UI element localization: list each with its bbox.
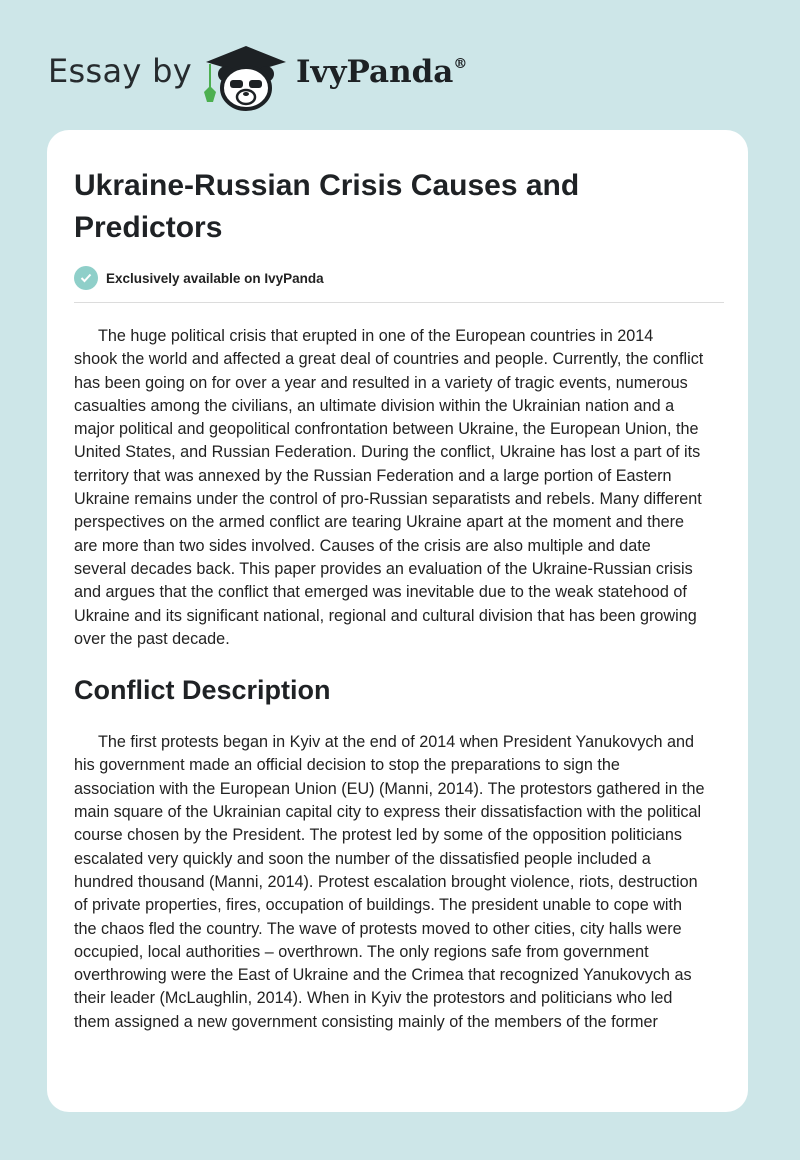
paragraph-line: has been going on for over a year and re…: [74, 373, 688, 392]
divider: [74, 302, 724, 303]
paragraph-line: the chaos fled the country. The wave of …: [74, 919, 682, 938]
badge-text: Exclusively available on IvyPanda: [106, 270, 324, 286]
paragraph-line: over the past decade.: [74, 629, 230, 648]
section-heading: Conflict Description: [74, 675, 331, 706]
check-icon: [74, 266, 98, 290]
essay-title: Ukraine-Russian Crisis Causes and Predic…: [74, 169, 580, 244]
paragraph-line: escalated very quickly and soon the numb…: [74, 849, 651, 868]
brand-name[interactable]: IvyPanda®: [296, 54, 467, 90]
panda-graduation-cap-icon[interactable]: [200, 44, 292, 112]
paragraph-line: The first protests began in Kyiv at the …: [98, 733, 695, 752]
paragraph-line: perspectives on the armed conflict are t…: [74, 513, 685, 532]
paragraph-line: association with the European Union (EU)…: [74, 779, 705, 798]
intro-paragraph: The huge political crisis that erupted i…: [74, 325, 724, 651]
paragraph-line: hundred thousand (Manni, 2014). Protest …: [74, 872, 698, 891]
exclusive-badge: Exclusively available on IvyPanda: [74, 264, 724, 292]
paragraph-line: United States, and Russian Federation. D…: [74, 443, 701, 462]
paragraph-line: several decades back. This paper provide…: [74, 559, 693, 578]
paragraph-line: Ukraine remains under the control of pro…: [74, 490, 702, 509]
paragraph-line: Ukraine and its significant national, re…: [74, 606, 697, 625]
paragraph-line: The huge political crisis that erupted i…: [98, 327, 654, 345]
paragraph-line: occupied, local authorities – overthrown…: [74, 942, 649, 961]
site-header: Essay by IvyPanda®: [0, 30, 800, 112]
paragraph-line: course chosen by the President. The prot…: [74, 826, 682, 845]
paragraph-line: his government made an official decision…: [74, 756, 620, 775]
paragraph-line: and argues that the conflict that emerge…: [74, 583, 687, 602]
conflict-paragraph: The first protests began in Kyiv at the …: [74, 731, 724, 1034]
paragraph-line: casualties among the civilians, an ultim…: [74, 396, 675, 415]
paragraph-line: major political and geopolitical confron…: [74, 420, 699, 439]
paragraph-line: them assigned a new government consistin…: [74, 1012, 658, 1031]
registered-mark: ®: [453, 56, 468, 72]
paragraph-line: of private properties, fires, occupation…: [74, 896, 682, 915]
paragraph-line: overthrowing were the East of Ukraine an…: [74, 966, 692, 985]
paragraph-line: main square of the Ukrainian capital cit…: [74, 803, 702, 822]
paragraph-line: territory that was annexed by the Russia…: [74, 466, 672, 485]
essay-card: Ukraine-Russian Crisis Causes and Predic…: [47, 130, 748, 1112]
paragraph-line: are more than two sides involved. Causes…: [74, 536, 651, 555]
paragraph-line: their leader (McLaughlin, 2014). When in…: [74, 989, 673, 1008]
paragraph-line: shook the world and affected a great dea…: [74, 350, 704, 369]
brand-text: IvyPanda: [296, 54, 454, 90]
essay-by-label: Essay by: [48, 52, 192, 90]
